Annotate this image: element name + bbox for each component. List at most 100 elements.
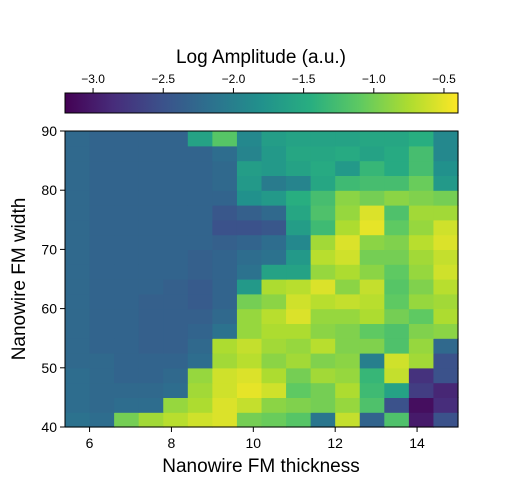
- heatmap-cell: [65, 338, 91, 354]
- heatmap-cell: [261, 382, 287, 398]
- heatmap-cell: [408, 131, 435, 147]
- colorbar-label: Log Amplitude (a.u.): [176, 47, 346, 68]
- heatmap-cell: [408, 338, 435, 354]
- heatmap-cell: [236, 323, 263, 339]
- heatmap-cell: [408, 382, 435, 398]
- heatmap-cell: [310, 249, 336, 265]
- y-axis-ticks: 40 50 60 70 80 90: [41, 123, 65, 435]
- heatmap-cell: [89, 353, 115, 369]
- heatmap-cell: [384, 338, 410, 354]
- heatmap-cell: [408, 367, 435, 384]
- heatmap-cell: [408, 205, 435, 221]
- heatmap-cell: [114, 397, 140, 413]
- heatmap-cell: [114, 190, 140, 206]
- heatmap-cell: [335, 338, 361, 354]
- heatmap-cell: [65, 175, 91, 191]
- heatmap-cell: [261, 279, 287, 295]
- colorbar-tick-label: −2.0: [222, 72, 246, 86]
- heatmap-cell: [335, 397, 361, 413]
- heatmap-cell: [212, 279, 238, 295]
- heatmap-cell: [359, 131, 385, 147]
- heatmap-cell: [408, 293, 435, 310]
- heatmap-cell: [65, 323, 91, 339]
- heatmap-cell: [212, 308, 238, 324]
- heatmap-cell: [359, 367, 385, 384]
- heatmap-cell: [65, 279, 91, 295]
- heatmap-cell: [114, 264, 140, 280]
- colorbar-ticks: −3.0 −2.5 −2.0 −1.5 −1.0 −0.5: [81, 72, 456, 93]
- heatmap-cell: [138, 412, 164, 428]
- heatmap-cell: [114, 308, 140, 324]
- heatmap-cell: [384, 190, 410, 206]
- heatmap-cell: [89, 338, 115, 354]
- heatmap-cell: [261, 353, 287, 369]
- heatmap-cell: [335, 382, 361, 398]
- heatmap-cell: [187, 190, 213, 206]
- heatmap-cell: [384, 160, 410, 176]
- heatmap-cell: [310, 279, 336, 295]
- x-axis-title: Nanowire FM thickness: [162, 456, 359, 477]
- heatmap-cell: [138, 293, 164, 310]
- heatmap-cell: [163, 279, 189, 295]
- heatmap-cell: [433, 397, 459, 413]
- heatmap-cell: [359, 338, 385, 354]
- heatmap-cell: [433, 279, 459, 295]
- heatmap-cell: [163, 382, 189, 398]
- heatmap-cell: [310, 412, 336, 428]
- heatmap-cell: [261, 131, 287, 147]
- heatmap-cell: [310, 338, 336, 354]
- heatmap-cell: [89, 367, 115, 384]
- heatmap-cell: [187, 367, 213, 384]
- heatmap-cell: [236, 412, 263, 428]
- heatmap-cell: [359, 219, 385, 236]
- heatmap-cell: [187, 353, 213, 369]
- heatmap-cell: [236, 279, 263, 295]
- heatmap-cell: [65, 397, 91, 413]
- heatmap-cell: [114, 382, 140, 398]
- heatmap-cell: [212, 412, 238, 428]
- heatmap-cell: [359, 205, 385, 221]
- heatmap-cell: [286, 397, 312, 413]
- heatmap-cell: [335, 264, 361, 280]
- heatmap-cell: [433, 249, 459, 265]
- heatmap-cell: [286, 175, 312, 191]
- heatmap-cell: [89, 219, 115, 236]
- heatmap-cell: [236, 293, 263, 310]
- heatmap-cell: [433, 308, 459, 324]
- heatmap-cell: [212, 397, 238, 413]
- y-axis-title: Nanowire FM width: [9, 198, 30, 361]
- heatmap-cell: [187, 234, 213, 250]
- heatmap-cell: [286, 219, 312, 236]
- heatmap-cell: [89, 175, 115, 191]
- heatmap-cell: [310, 160, 336, 176]
- heatmap-cell: [384, 293, 410, 310]
- heatmap-cell: [384, 175, 410, 191]
- heatmap-cell: [212, 160, 238, 176]
- heatmap-cell: [163, 205, 189, 221]
- heatmap-cell: [163, 308, 189, 324]
- heatmap-cell: [310, 131, 336, 147]
- heatmap-cell: [384, 205, 410, 221]
- heatmap-cell: [408, 308, 435, 324]
- heatmap-cell: [359, 264, 385, 280]
- heatmap-cell: [163, 367, 189, 384]
- heatmap-cell: [236, 175, 263, 191]
- heatmap-cell: [359, 308, 385, 324]
- heatmap-cell: [261, 308, 287, 324]
- heatmap-cell: [138, 175, 164, 191]
- heatmap-cell: [384, 219, 410, 236]
- heatmap-cell: [114, 353, 140, 369]
- heatmap-cell: [212, 338, 238, 354]
- heatmap-cell: [286, 160, 312, 176]
- heatmap-cell: [187, 160, 213, 176]
- heatmap-cell: [187, 175, 213, 191]
- heatmap-cell: [114, 234, 140, 250]
- heatmap-cell: [212, 219, 238, 236]
- heatmap-cell: [114, 131, 140, 147]
- heatmap-cell: [89, 308, 115, 324]
- heatmap-cell: [114, 412, 140, 428]
- heatmap-cell: [433, 338, 459, 354]
- x-axis-ticks: 6 8 10 12 14: [86, 427, 425, 451]
- heatmap-cell: [187, 308, 213, 324]
- heatmap-cell: [335, 249, 361, 265]
